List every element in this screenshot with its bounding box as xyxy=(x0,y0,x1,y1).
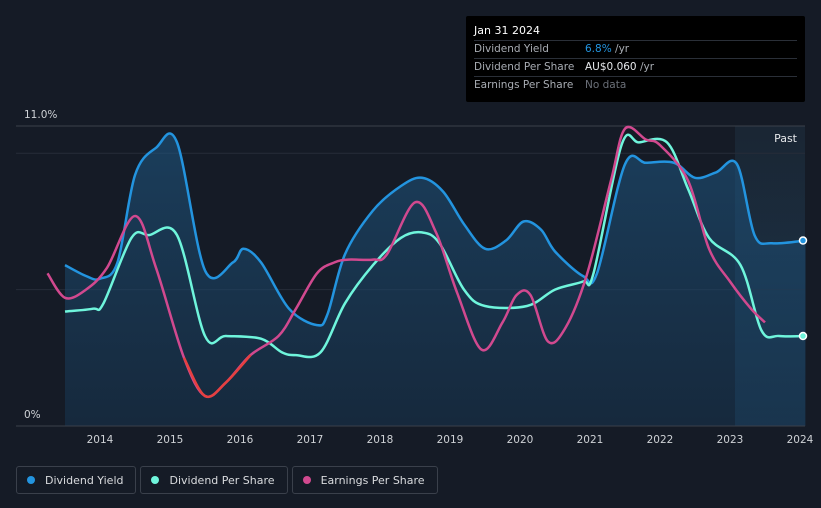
tooltip-value: No data xyxy=(585,79,627,91)
legend-item-dividend-per-share[interactable]: Dividend Per Share xyxy=(140,466,288,494)
legend: Dividend Yield Dividend Per Share Earnin… xyxy=(16,466,438,494)
tooltip-row-dividend-per-share: Dividend Per Share AU$0.060 /yr xyxy=(474,58,797,76)
x-tick-label: 2017 xyxy=(297,434,324,446)
earnings-per-share-line xyxy=(46,125,766,399)
legend-item-dividend-yield[interactable]: Dividend Yield xyxy=(16,466,137,494)
tooltip-value: AU$0.060 xyxy=(585,61,637,73)
x-tick-label: 2024 xyxy=(787,434,814,446)
dividend-yield-area xyxy=(65,133,806,426)
tooltip-unit: /yr xyxy=(611,43,630,55)
y-tick-label-bottom: 0% xyxy=(24,409,41,421)
data-tooltip: Jan 31 2024 Dividend Yield 6.8% /yr Divi… xyxy=(466,16,805,102)
x-tick-label: 2016 xyxy=(227,434,254,446)
legend-dot-icon xyxy=(151,476,160,484)
legend-label: Earnings Per Share xyxy=(320,473,425,487)
legend-label: Dividend Yield xyxy=(45,473,124,487)
tooltip-row-earnings-per-share: Earnings Per Share No data xyxy=(474,76,797,94)
x-tick-label: 2023 xyxy=(717,434,744,446)
past-label: Past xyxy=(774,132,798,145)
dividend-yield-line xyxy=(64,132,806,327)
dividend-per-share-line xyxy=(64,133,806,359)
tooltip-value: 6.8% xyxy=(585,43,612,55)
tooltip-label: Earnings Per Share xyxy=(474,79,574,91)
x-tick-label: 2015 xyxy=(157,434,184,446)
x-tick-label: 2018 xyxy=(367,434,394,446)
y-tick-label-top: 11.0% xyxy=(24,109,57,121)
legend-label: Dividend Per Share xyxy=(169,473,275,487)
tooltip-label: Dividend Yield xyxy=(474,43,549,55)
x-tick-label: 2019 xyxy=(437,434,464,446)
legend-dot-icon xyxy=(27,476,35,484)
x-tick-label: 2020 xyxy=(507,434,534,446)
x-tick-label: 2021 xyxy=(577,434,604,446)
tooltip-row-dividend-yield: Dividend Yield 6.8% /yr xyxy=(474,40,797,58)
tooltip-label: Dividend Per Share xyxy=(474,61,575,73)
legend-item-earnings-per-share[interactable]: Earnings Per Share xyxy=(291,466,438,494)
tooltip-date: Jan 31 2024 xyxy=(474,24,540,37)
x-tick-label: 2022 xyxy=(647,434,674,446)
x-axis-ticks: 2014 2015 2016 2017 2018 2019 2020 2021 2022 2023… xyxy=(87,434,814,446)
x-tick-label: 2014 xyxy=(87,434,114,446)
legend-dot-icon xyxy=(302,476,311,484)
dividend-per-share-endpoint[interactable] xyxy=(798,331,808,341)
tooltip-unit: /yr xyxy=(636,61,655,73)
dividend-yield-endpoint[interactable] xyxy=(798,236,808,245)
earnings-per-share-negative-segment xyxy=(182,354,252,399)
